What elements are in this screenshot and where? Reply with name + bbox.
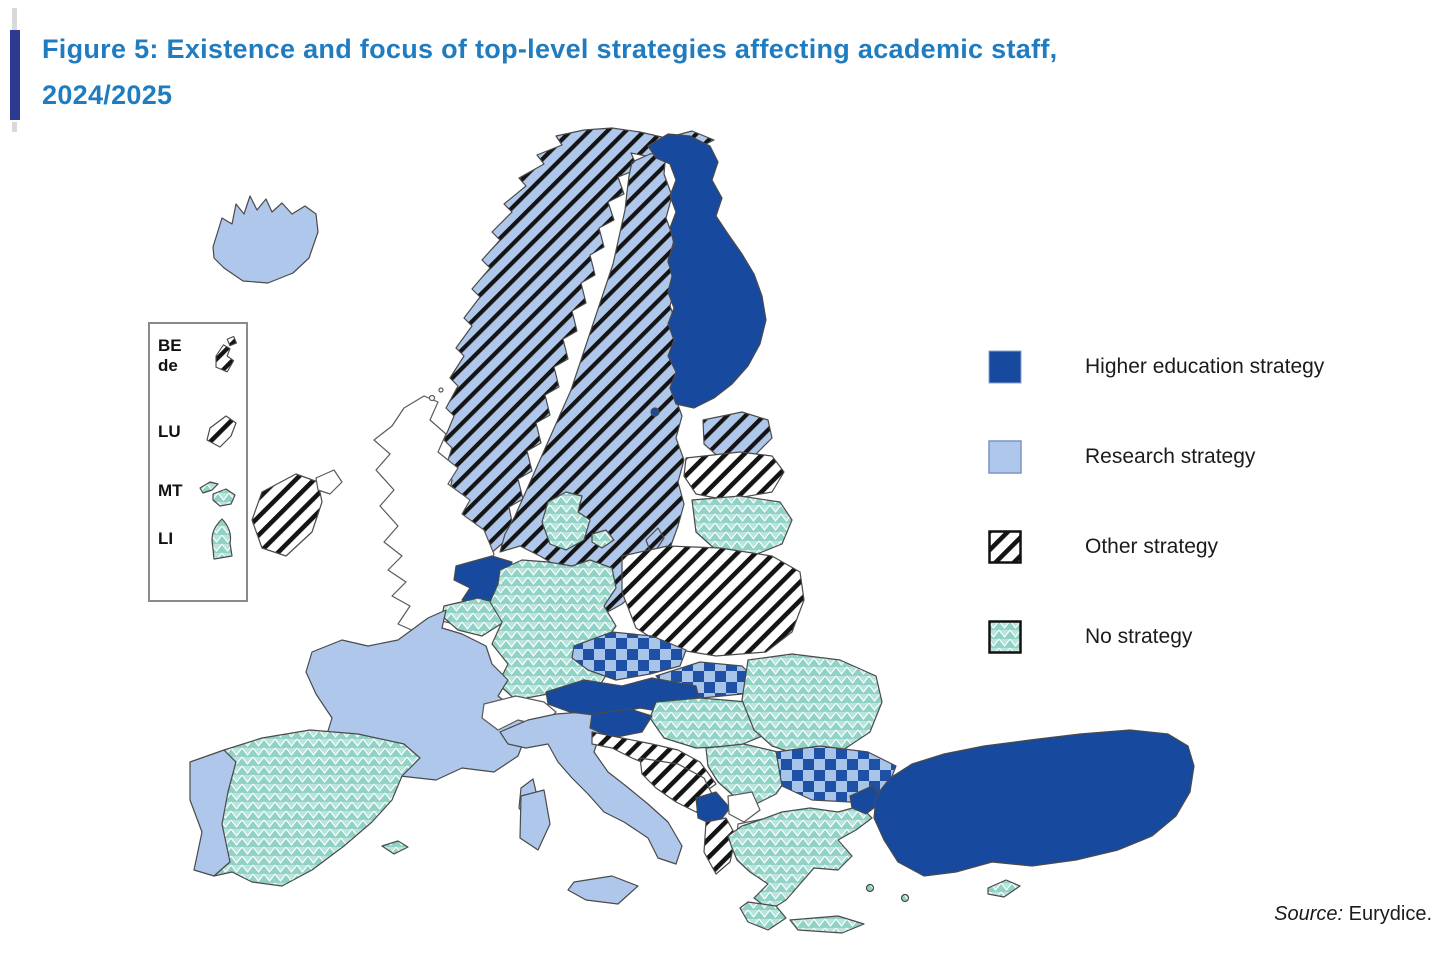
legend-label-higher-education: Higher education strategy xyxy=(1085,355,1325,378)
country-greece xyxy=(727,805,873,911)
country-denmark-islands xyxy=(591,529,615,549)
country-crete xyxy=(789,915,865,934)
inset-shape-be-de xyxy=(215,335,237,373)
legend-swatch-other xyxy=(988,530,1022,564)
source-label: Source: xyxy=(1274,903,1344,925)
legend-swatch-no-strategy xyxy=(988,620,1022,654)
figure-title: Figure 5: Existence and focus of top-lev… xyxy=(42,26,1362,118)
inset-shape-li xyxy=(211,518,233,560)
inset-row-be-de: BE de xyxy=(158,334,240,378)
aegean-island xyxy=(865,883,875,893)
accent-bar-navy xyxy=(10,30,20,120)
legend-swatch-higher-education xyxy=(988,350,1022,384)
inset-label-lu: LU xyxy=(158,422,181,441)
country-germany xyxy=(489,559,617,701)
legend-row-other: Other strategy xyxy=(988,530,1324,564)
country-romania xyxy=(741,653,883,757)
country-norway xyxy=(443,127,715,559)
country-sicily xyxy=(567,875,639,905)
inset-shape-mt xyxy=(199,481,236,507)
inset-label-mt: MT xyxy=(158,481,183,500)
country-latvia xyxy=(683,451,785,501)
country-lithuania xyxy=(691,495,793,557)
country-kosovo xyxy=(727,791,761,823)
inset-row-li: LI xyxy=(158,516,240,562)
country-northern-ireland xyxy=(315,469,343,495)
country-cyprus xyxy=(987,879,1021,898)
legend-label-research: Research strategy xyxy=(1085,445,1256,468)
country-poland xyxy=(621,545,805,657)
aegean-island xyxy=(900,893,910,903)
inset-row-mt: MT xyxy=(158,474,240,508)
inset-shape-lu xyxy=(206,415,237,448)
country-montenegro xyxy=(695,791,731,827)
source-line: Source: Eurydice. xyxy=(1274,903,1432,926)
source-value: Eurydice. xyxy=(1348,903,1432,925)
legend-row-research: Research strategy xyxy=(988,440,1324,474)
country-albania xyxy=(703,817,737,875)
map-inset: BE de LU MT LI xyxy=(148,322,248,602)
country-iceland xyxy=(212,195,319,284)
legend: Higher education strategy Research strat… xyxy=(988,350,1324,654)
inset-row-lu: LU xyxy=(158,412,240,452)
legend-label-other: Other strategy xyxy=(1085,535,1219,558)
country-peloponnese xyxy=(739,901,787,931)
legend-row-no-strategy: No strategy xyxy=(988,620,1324,654)
country-ireland xyxy=(251,473,323,557)
country-spain xyxy=(213,729,421,887)
country-estonia xyxy=(702,411,773,459)
shetland-island xyxy=(438,387,444,393)
accent-bar-gray-bottom xyxy=(12,122,17,132)
legend-label-no-strategy: No strategy xyxy=(1085,625,1193,648)
inset-label-li: LI xyxy=(158,529,174,548)
country-sardinia xyxy=(519,789,551,851)
country-czechia xyxy=(571,631,687,681)
country-serbia xyxy=(705,743,791,805)
country-finland xyxy=(647,133,767,409)
country-slovenia xyxy=(589,708,653,739)
inset-label-be-de: BE de xyxy=(158,336,182,375)
accent-bar-gray xyxy=(12,8,17,30)
country-denmark xyxy=(541,491,591,551)
figure-title-line2: 2024/2025 xyxy=(42,80,173,110)
legend-row-higher-education: Higher education strategy xyxy=(988,350,1324,384)
figure-title-line1: Figure 5: Existence and focus of top-lev… xyxy=(42,34,1058,64)
shetland-island xyxy=(428,394,436,402)
legend-swatch-research xyxy=(988,440,1022,474)
country-balearic-islands xyxy=(381,840,409,855)
country-aland xyxy=(650,407,660,417)
country-turkey xyxy=(873,729,1195,877)
